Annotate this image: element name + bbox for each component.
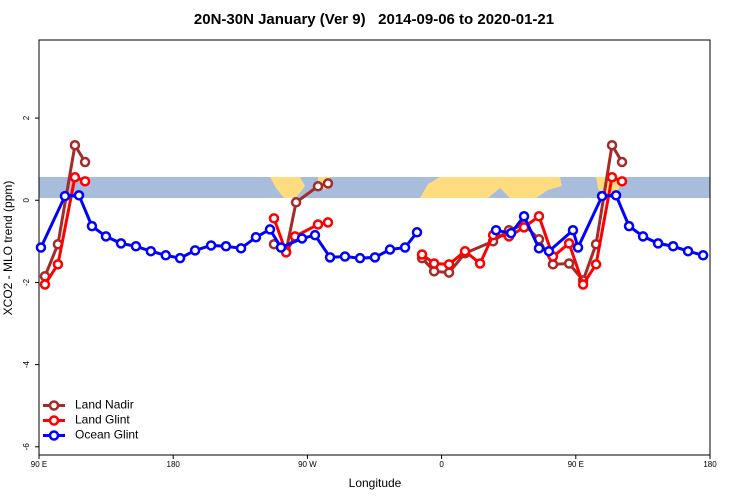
x-axis-label: Longitude [349,476,402,490]
data-point [275,242,287,253]
data-point [459,245,471,257]
data-point [518,211,530,222]
data-point [59,190,71,202]
data-point [572,242,584,253]
data-point [100,231,112,242]
data-point [235,243,247,254]
data-point [52,259,64,270]
data-point [174,252,186,264]
y-tick-label: 0 [22,197,31,202]
data-point [577,279,589,290]
data-point [443,267,455,278]
data-point [563,258,575,269]
data-point [130,241,142,252]
data-point [623,220,635,232]
data-point [682,245,694,257]
legend-marker [48,400,60,411]
data-point [384,244,396,255]
data-point [69,171,81,183]
data-point [79,176,91,187]
y-tick-label: -2 [22,278,31,286]
data-point [220,241,232,252]
x-tick-label: 180 [703,460,717,469]
data-point [312,219,324,230]
data-point [533,211,545,222]
data-point [637,231,649,242]
data-point [324,252,336,263]
land [270,177,305,198]
data-point [73,190,85,201]
legend-label: Ocean Glint [75,428,139,442]
data-point [35,242,47,253]
data-point [567,224,579,236]
data-point [652,238,664,249]
data-point [596,190,608,202]
x-tick-label: 180 [167,460,181,469]
x-tick-label: 90 E [568,460,584,469]
data-point [543,245,555,257]
data-point [428,258,440,269]
data-point [606,171,618,183]
data-point [616,156,628,168]
legend-marker [48,415,60,426]
x-tick-label: 0 [439,460,444,469]
y-axis-label: XCO2 - MLO trend (ppm) [1,181,15,316]
data-point [79,156,91,168]
data-point [354,252,366,264]
data-point [490,224,502,236]
data-point [606,139,618,151]
data-point [322,217,334,228]
y-tick-label: -6 [22,443,31,451]
data-point [590,259,602,270]
data-point [250,231,262,243]
legend-label: Land Nadir [75,398,134,412]
legend-marker [48,430,60,441]
data-point [667,241,679,252]
data-point [309,229,321,241]
data-point [697,250,709,261]
data-point [474,258,486,269]
data-point [189,245,201,256]
data-point [115,238,127,249]
data-point [268,213,280,224]
data-point [145,245,157,257]
x-tick-label: 90 W [298,460,317,469]
data-point [610,190,622,201]
data-point [505,227,517,239]
data-point [616,176,628,187]
data-point [264,224,276,235]
data-point [69,139,81,151]
data-point [312,181,324,192]
data-point [563,238,575,249]
y-tick-label: 2 [22,115,31,120]
data-point [339,251,351,262]
data-point [399,242,411,253]
data-point [86,220,98,232]
data-point [160,250,171,261]
data-point [296,233,308,244]
data-point [411,227,423,238]
data-point [322,178,334,189]
data-point [416,249,428,260]
data-point [443,259,455,270]
data-point [39,279,51,290]
data-point [205,240,217,251]
x-tick-label: 90 E [31,460,47,469]
y-tick-label: -4 [22,361,31,369]
land [420,177,562,198]
legend-label: Land Glint [75,413,130,427]
data-point [369,252,381,263]
data-point [290,197,302,208]
chart-title: 20N-30N January (Ver 9) 2014-09-06 to 20… [194,11,554,28]
data-point [533,243,545,254]
